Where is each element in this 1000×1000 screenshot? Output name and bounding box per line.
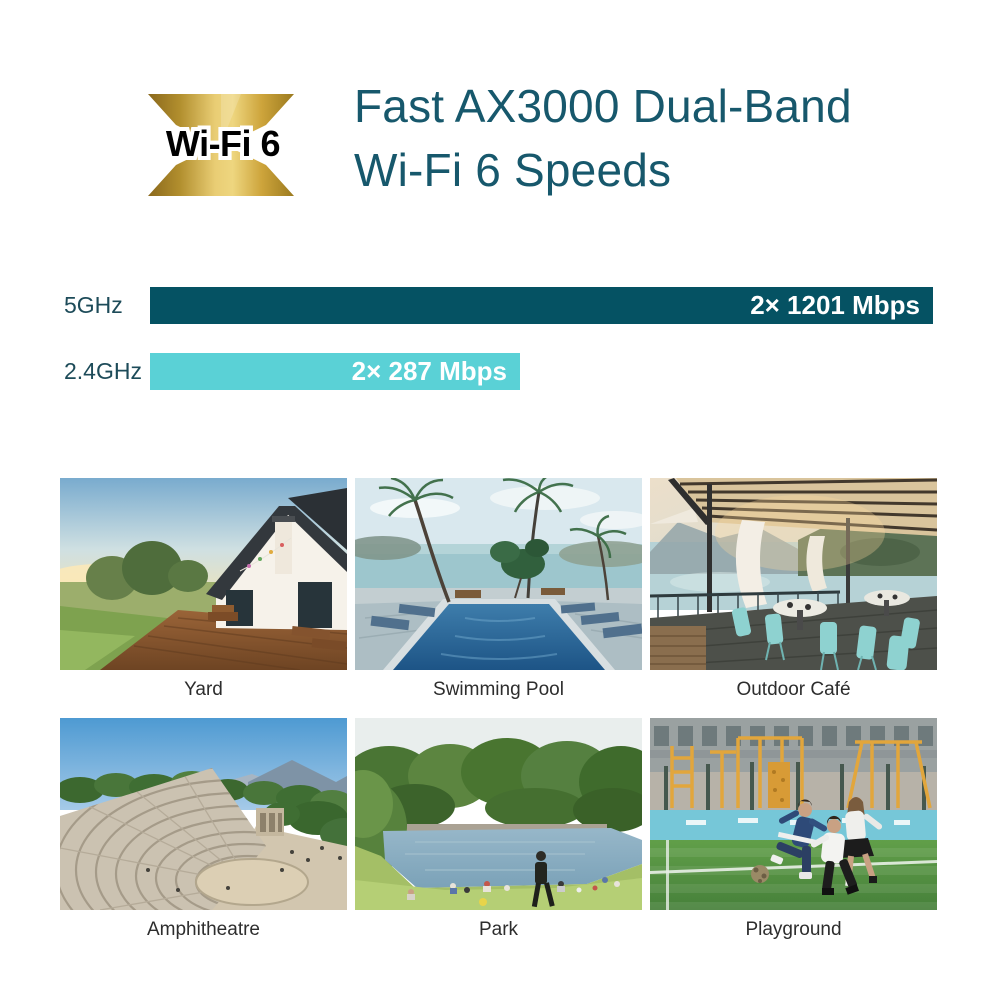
- gallery-item-playground: Playground: [650, 718, 937, 941]
- pergola-shape: [668, 478, 937, 612]
- wifi6-x-icon: Wi-Fi 6: [148, 94, 294, 196]
- amphitheatre-photo: [60, 718, 347, 910]
- pool-photo: [355, 478, 642, 670]
- gallery-item-pool: Swimming Pool: [355, 478, 642, 701]
- tree-line-shape: [355, 738, 642, 876]
- bar-5ghz-value: 2× 1201 Mbps: [750, 290, 920, 320]
- page-title: Fast AX3000 Dual-Band Wi-Fi 6 Speeds: [354, 74, 852, 202]
- gym-frames-shape: [670, 736, 932, 809]
- people-dots: [146, 846, 342, 892]
- picnic-people-shape: [407, 877, 620, 906]
- wifi6-logo: Wi-Fi 6: [146, 92, 296, 198]
- walking-man-shape: [531, 851, 555, 908]
- kid-girl-shape: [840, 797, 883, 887]
- band-label-24ghz: 2.4GHz: [64, 358, 142, 384]
- trees-shape: [86, 541, 208, 600]
- tables-shape: [773, 590, 910, 630]
- bar-24ghz-value: 2× 287 Mbps: [351, 356, 507, 386]
- title-line-2: Wi-Fi 6 Speeds: [354, 144, 672, 196]
- playground-photo: [650, 718, 937, 910]
- kid-boy-shape: [810, 815, 860, 895]
- photo-caption: Yard: [184, 679, 223, 700]
- stage-shape: [195, 858, 309, 906]
- usage-gallery: Yard: [60, 478, 937, 941]
- title-line-1: Fast AX3000 Dual-Band: [354, 80, 852, 132]
- loungers-shape: [370, 602, 642, 639]
- photo-caption: Amphitheatre: [146, 919, 260, 940]
- band-label-5ghz: 5GHz: [64, 292, 123, 318]
- pool-water-shape: [393, 604, 605, 670]
- lake-shape: [383, 828, 642, 888]
- palm-trees-shape: [378, 478, 627, 603]
- yard-photo: [60, 478, 347, 670]
- bar-5ghz: 2× 1201 Mbps: [150, 287, 933, 324]
- photo-caption: Park: [478, 919, 519, 940]
- chairs-shape: [731, 607, 920, 670]
- gallery-item-cafe: Outdoor Café: [650, 478, 937, 701]
- gallery-item-park: Park: [355, 718, 642, 941]
- wifi6-logo-text: Wi-Fi 6: [166, 123, 280, 164]
- photo-caption: Outdoor Café: [736, 679, 851, 700]
- cafe-photo: [650, 478, 937, 670]
- photo-caption: Playground: [745, 919, 842, 940]
- gallery-item-amphitheatre: Amphitheatre: [60, 718, 347, 941]
- park-photo: [355, 718, 642, 910]
- bar-24ghz: 2× 287 Mbps: [150, 353, 520, 390]
- curtain-shape: [735, 520, 767, 608]
- gallery-item-yard: Yard: [60, 478, 347, 701]
- photo-caption: Swimming Pool: [433, 679, 564, 700]
- house-shape: [206, 488, 347, 630]
